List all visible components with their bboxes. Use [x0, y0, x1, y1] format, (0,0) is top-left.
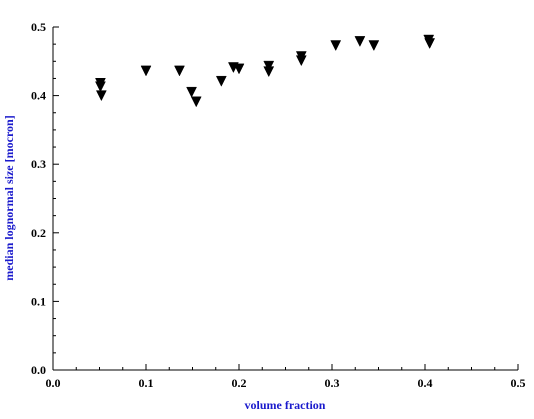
data-point: [174, 65, 185, 77]
data-point: [215, 75, 227, 87]
y-tick-label: 0.3: [31, 157, 46, 171]
data-point: [424, 38, 436, 50]
data-point: [233, 63, 245, 75]
data-point: [95, 81, 106, 93]
x-tick-label: 0.1: [139, 376, 154, 390]
x-tick-label: 0.0: [46, 376, 61, 390]
x-tick-label: 0.2: [232, 376, 247, 390]
y-tick-label: 0.4: [31, 89, 46, 103]
data-point: [190, 96, 202, 108]
x-tick-label: 0.3: [325, 376, 340, 390]
axes: [52, 27, 518, 371]
data-point: [368, 40, 380, 52]
y-tick-label: 0.1: [31, 294, 46, 308]
y-axis-title: median lognormal size [mocron]: [2, 115, 16, 280]
x-tick-label: 0.4: [418, 376, 433, 390]
data-point: [95, 90, 107, 102]
data-points: [95, 34, 436, 108]
data-point: [186, 86, 197, 98]
y-tick-label: 0.0: [31, 363, 46, 377]
x-axis-title: volume fraction: [245, 398, 326, 412]
data-point: [140, 65, 152, 77]
y-tick-label: 0.5: [31, 20, 46, 34]
x-tick-label: 0.5: [511, 376, 526, 390]
data-point: [354, 36, 366, 47]
data-point: [295, 55, 307, 67]
data-point: [330, 40, 342, 52]
ticks: 0.0 0.1 0.2 0.3 0.4 0.5 0.0 0.1 0.2 0.3 0.4 0.5: [31, 20, 526, 390]
data-point: [263, 66, 275, 78]
y-tick-label: 0.2: [31, 226, 46, 240]
data-point: [263, 60, 275, 72]
